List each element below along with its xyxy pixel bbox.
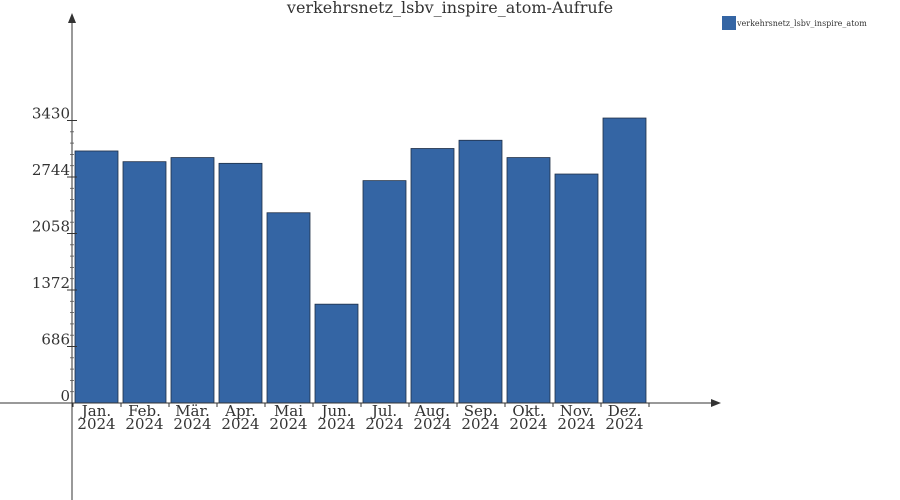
x-tick-label-month: Jul. <box>370 402 397 420</box>
bar-mär <box>170 157 215 404</box>
legend-label: verkehrsnetz_lsbv_inspire_atom <box>736 19 867 28</box>
x-tick-label-year: 2024 <box>557 415 595 433</box>
chart-title: verkehrsnetz_lsbv_inspire_atom-Aufrufe <box>286 0 613 17</box>
x-tick-label-year: 2024 <box>173 415 211 433</box>
y-tick-label: 2744 <box>32 161 70 179</box>
x-tick-label-month: Apr. <box>224 402 256 420</box>
x-tick-label-month: Sep. <box>464 402 498 420</box>
x-tick-label-month: Okt. <box>512 402 544 420</box>
x-tick-label-year: 2024 <box>317 415 355 433</box>
y-tick-label: 3430 <box>32 105 70 123</box>
x-tick-label-year: 2024 <box>461 415 499 433</box>
y-axis-arrow-icon <box>68 13 76 23</box>
x-tick-label-year: 2024 <box>125 415 163 433</box>
x-tick-label-year: 2024 <box>77 415 115 433</box>
y-tick-label: 2058 <box>32 218 70 236</box>
bar-okt <box>506 157 551 404</box>
bar-sep <box>458 139 503 404</box>
bar-aug <box>410 148 455 404</box>
x-tick-label-year: 2024 <box>365 415 403 433</box>
y-tick-label: 1372 <box>32 274 70 292</box>
bar-mai <box>266 212 311 404</box>
x-tick-label-year: 2024 <box>413 415 451 433</box>
bar-dez <box>602 117 647 404</box>
x-tick-label-year: 2024 <box>509 415 547 433</box>
x-tick-label-year: 2024 <box>269 415 307 433</box>
x-tick-label-month: Mai <box>274 402 303 420</box>
x-tick-label-month: Nov. <box>560 402 594 420</box>
x-tick-label-month: Dez. <box>608 402 642 420</box>
legend: verkehrsnetz_lsbv_inspire_atom <box>722 16 867 30</box>
x-tick-label-year: 2024 <box>605 415 643 433</box>
y-tick-label: 686 <box>41 331 70 349</box>
bar-apr <box>218 162 263 404</box>
x-tick-label-month: Jan. <box>80 402 111 420</box>
x-tick-label-month: Aug. <box>414 402 450 420</box>
x-tick-label-year: 2024 <box>221 415 259 433</box>
bar-jul <box>362 180 407 404</box>
bar-feb <box>122 161 167 404</box>
x-tick-label-month: Jun. <box>319 402 351 420</box>
x-axis-arrow-icon <box>711 399 721 407</box>
bar-jun <box>314 303 359 404</box>
x-tick-label-month: Mär. <box>175 402 210 420</box>
y-tick-label: 0 <box>60 387 70 405</box>
x-tick-label-month: Feb. <box>128 402 161 420</box>
legend-swatch <box>722 16 736 30</box>
bar-nov <box>554 173 599 404</box>
bar-jan <box>74 150 119 404</box>
